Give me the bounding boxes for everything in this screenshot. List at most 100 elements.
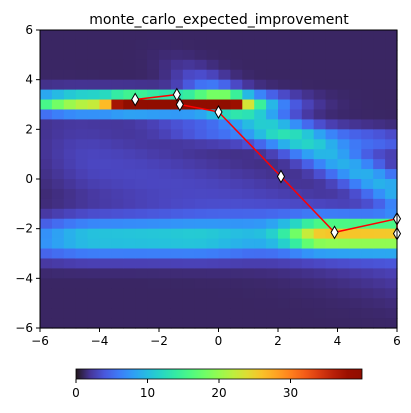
heatmap-cell: [266, 298, 279, 309]
heatmap-cell: [218, 159, 231, 170]
heatmap-cell: [349, 238, 362, 250]
heatmap-cell: [87, 39, 101, 51]
heatmap-cell: [337, 198, 350, 210]
heatmap-cell: [361, 308, 374, 319]
heatmap-cell: [278, 318, 291, 329]
heatmap-cell: [40, 298, 53, 309]
heatmap-cell: [206, 79, 220, 91]
heatmap-cell: [230, 278, 243, 289]
heatmap-cell: [266, 179, 279, 190]
heatmap-cell: [373, 49, 386, 61]
heatmap-cell: [40, 288, 53, 299]
heatmap-cell: [254, 59, 267, 71]
heatmap-cell: [99, 39, 112, 51]
heatmap-cell: [313, 59, 327, 71]
path-point: [131, 92, 140, 107]
heatmap-cell: [337, 208, 350, 220]
heatmap-cell: [51, 99, 65, 111]
heatmap-cell: [361, 238, 374, 250]
heatmap-cell: [349, 119, 362, 130]
heatmap-cell: [159, 248, 172, 260]
heatmap-cell: [87, 238, 101, 250]
heatmap-cell: [325, 139, 339, 150]
heatmap-cell: [206, 69, 220, 81]
heatmap-cell: [170, 298, 184, 309]
heatmap-cell: [385, 109, 398, 120]
heatmap-cell: [87, 109, 101, 120]
heatmap-cell: [301, 179, 315, 190]
heatmap-cell: [361, 288, 374, 299]
heatmap-cell: [289, 258, 303, 269]
heatmap-cell: [361, 298, 374, 309]
heatmap-cell: [51, 179, 65, 190]
heatmap-cell: [194, 30, 208, 41]
y-tick-label: 4: [25, 73, 33, 87]
heatmap-cell: [242, 179, 255, 190]
heatmap-cell: [361, 169, 374, 180]
heatmap-cell: [313, 179, 327, 190]
heatmap-cell: [40, 39, 53, 51]
heatmap-cell: [51, 238, 65, 250]
heatmap-cell: [313, 258, 327, 269]
heatmap-cell: [373, 59, 386, 71]
heatmap-cell: [385, 188, 398, 200]
heatmap-cell: [266, 318, 279, 329]
heatmap-cell: [313, 69, 327, 81]
heatmap-cell: [111, 288, 124, 299]
heatmap-cell: [301, 79, 315, 91]
heatmap-cell: [123, 188, 136, 200]
heatmap-cell: [111, 109, 124, 120]
heatmap-cell: [170, 218, 184, 230]
heatmap-cell: [40, 139, 53, 150]
heatmap-cell: [40, 169, 53, 180]
heatmap-cell: [99, 298, 112, 309]
heatmap-cell: [63, 139, 77, 150]
heatmap-cell: [337, 228, 350, 240]
heatmap-cell: [373, 129, 386, 140]
heatmap-cell: [218, 268, 231, 279]
heatmap-cell: [278, 268, 291, 279]
heatmap-cell: [289, 298, 303, 309]
heatmap-cell: [337, 248, 350, 260]
heatmap-cell: [194, 248, 208, 260]
heatmap-cell: [147, 149, 160, 160]
heatmap-cell: [373, 268, 386, 279]
heatmap-cell: [266, 139, 279, 150]
heatmap-cell: [242, 298, 255, 309]
heatmap-cell: [254, 179, 267, 190]
x-tick-label: −2: [150, 334, 168, 348]
heatmap-cell: [361, 99, 374, 111]
heatmap-cell: [337, 258, 350, 269]
heatmap-cell: [99, 288, 112, 299]
heatmap-cell: [337, 188, 350, 200]
heatmap-cell: [301, 89, 315, 101]
heatmap-cell: [99, 238, 112, 250]
heatmap-cell: [99, 129, 112, 140]
heatmap-cell: [361, 30, 374, 41]
heatmap-cell: [301, 208, 315, 220]
heatmap-cell: [289, 139, 303, 150]
heatmap-cell: [75, 228, 89, 240]
heatmap-cell: [278, 308, 291, 319]
heatmap-cell: [254, 119, 267, 130]
heatmap-cell: [361, 69, 374, 81]
heatmap-cell: [123, 30, 136, 41]
heatmap-cell: [147, 228, 160, 240]
heatmap-cell: [289, 208, 303, 220]
heatmap-cell: [159, 69, 172, 81]
heatmap-cell: [63, 30, 77, 41]
heatmap-cell: [206, 30, 220, 41]
heatmap-cell: [135, 308, 148, 319]
heatmap-cell: [182, 119, 196, 130]
heatmap-cell: [170, 119, 184, 130]
heatmap-cell: [170, 79, 184, 91]
heatmap-cell: [230, 159, 243, 170]
heatmap-cell: [99, 119, 112, 130]
heatmap-cell: [75, 248, 89, 260]
heatmap-cell: [373, 228, 386, 240]
heatmap-cell: [159, 169, 172, 180]
heatmap-cell: [206, 228, 220, 240]
heatmap-cell: [99, 318, 112, 329]
heatmap-cell: [135, 99, 148, 111]
